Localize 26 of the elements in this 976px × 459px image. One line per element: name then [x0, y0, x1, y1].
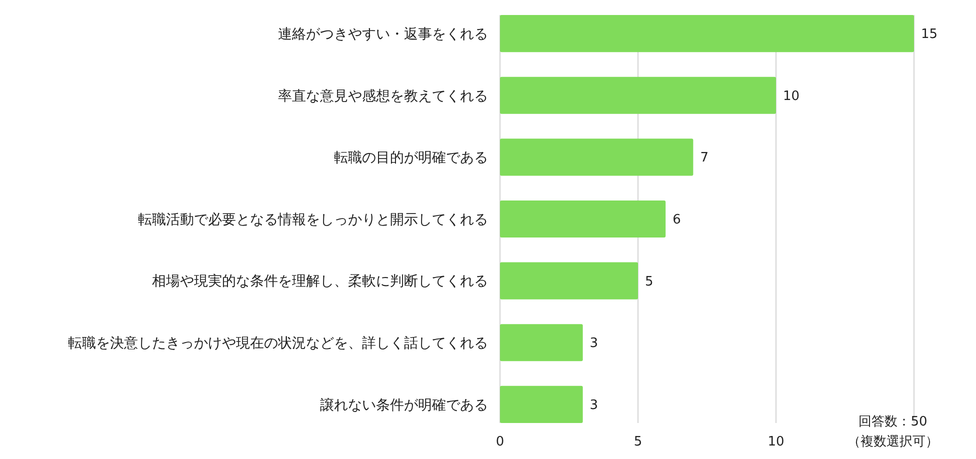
y-tick-label: 転職の目的が明確である	[334, 150, 488, 166]
annotation: 回答数：50	[858, 414, 928, 430]
bar	[500, 386, 583, 423]
y-tick-label: 譲れない条件が明確である	[320, 397, 488, 414]
bar	[500, 262, 638, 300]
data-label: 3	[590, 398, 598, 414]
y-tick-label: 率直な意見や感想を教えてくれる	[278, 88, 488, 104]
data-label: 3	[590, 336, 598, 352]
y-tick-label: 転職を決意したきっかけや現在の状況などを、詳しく話してくれる	[68, 336, 488, 352]
text: （複数選択可）	[848, 434, 938, 450]
y-tick-label: 転職活動で必要となる情報をしっかりと開示してくれる	[138, 212, 488, 228]
data-label: 7	[700, 150, 708, 166]
bar	[500, 324, 583, 362]
data-label: 5	[645, 274, 654, 290]
bar	[500, 138, 694, 176]
x-tick-label: 10	[768, 434, 784, 450]
data-label: 6	[672, 212, 681, 228]
bar	[500, 15, 914, 52]
y-tick-label: 相場や現実的な条件を理解し、柔軟に判断してくれる	[152, 274, 488, 290]
y-tick-label: 連絡がつきやすい・返事をくれる	[278, 26, 488, 42]
data-label: 15	[921, 27, 938, 42]
bar	[500, 200, 666, 238]
x-tick-label: 0	[496, 434, 504, 450]
data-label: 10	[783, 88, 800, 104]
x-tick-label: 5	[634, 434, 642, 450]
bar	[500, 76, 776, 114]
